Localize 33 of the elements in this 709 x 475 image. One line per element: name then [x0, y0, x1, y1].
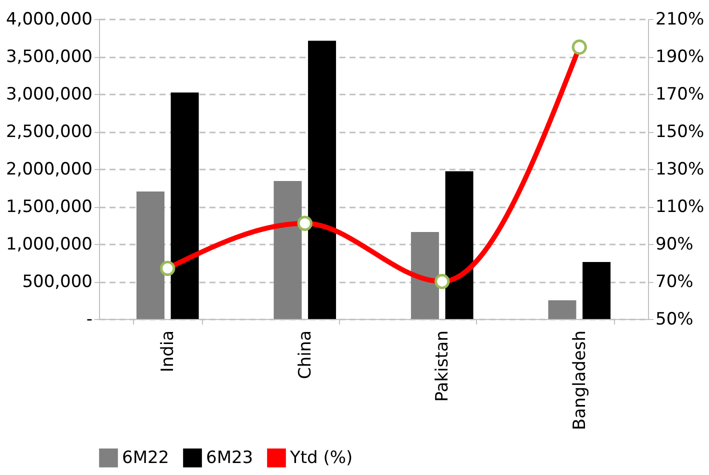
legend-label: 6M23	[206, 448, 254, 468]
y2-tick-label: 190%	[656, 47, 704, 67]
bar	[136, 192, 164, 319]
legend-label: Ytd (%)	[289, 448, 353, 468]
x-tick-label: India	[158, 330, 178, 372]
y2-tick-label: 70%	[656, 272, 694, 292]
y-tick-label: 500,000	[22, 272, 92, 292]
bar	[170, 92, 199, 319]
y2-tick-label: 50%	[656, 310, 694, 330]
y2-tick-label: 110%	[656, 197, 704, 217]
bar	[274, 181, 302, 319]
bar	[308, 40, 336, 319]
y2-tick-label: 210%	[656, 10, 704, 30]
y-tick-label: -	[86, 310, 92, 330]
y-tick-label: 1,500,000	[6, 197, 92, 217]
legend-label: 6M22	[122, 448, 170, 468]
y-tick-label: 3,000,000	[6, 84, 92, 104]
x-tick-label: Bangladesh	[570, 330, 590, 430]
y2-tick-label: 170%	[656, 84, 704, 104]
bar	[582, 262, 611, 319]
y2-tick-label: 90%	[656, 234, 694, 254]
bar	[548, 300, 576, 319]
y-tick-label: 3,500,000	[6, 47, 92, 67]
x-tick-label: China	[295, 330, 316, 380]
x-tick-label: Pakistan	[432, 330, 453, 402]
bar	[410, 232, 439, 319]
y2-tick-label: 150%	[656, 122, 704, 142]
y-tick-label: 4,000,000	[6, 10, 92, 30]
y-tick-label: 2,000,000	[6, 160, 92, 180]
y2-tick-label: 130%	[656, 160, 704, 180]
bar	[445, 171, 474, 319]
y-tick-label: 1,000,000	[6, 234, 92, 254]
y-tick-label: 2,500,000	[6, 122, 92, 142]
